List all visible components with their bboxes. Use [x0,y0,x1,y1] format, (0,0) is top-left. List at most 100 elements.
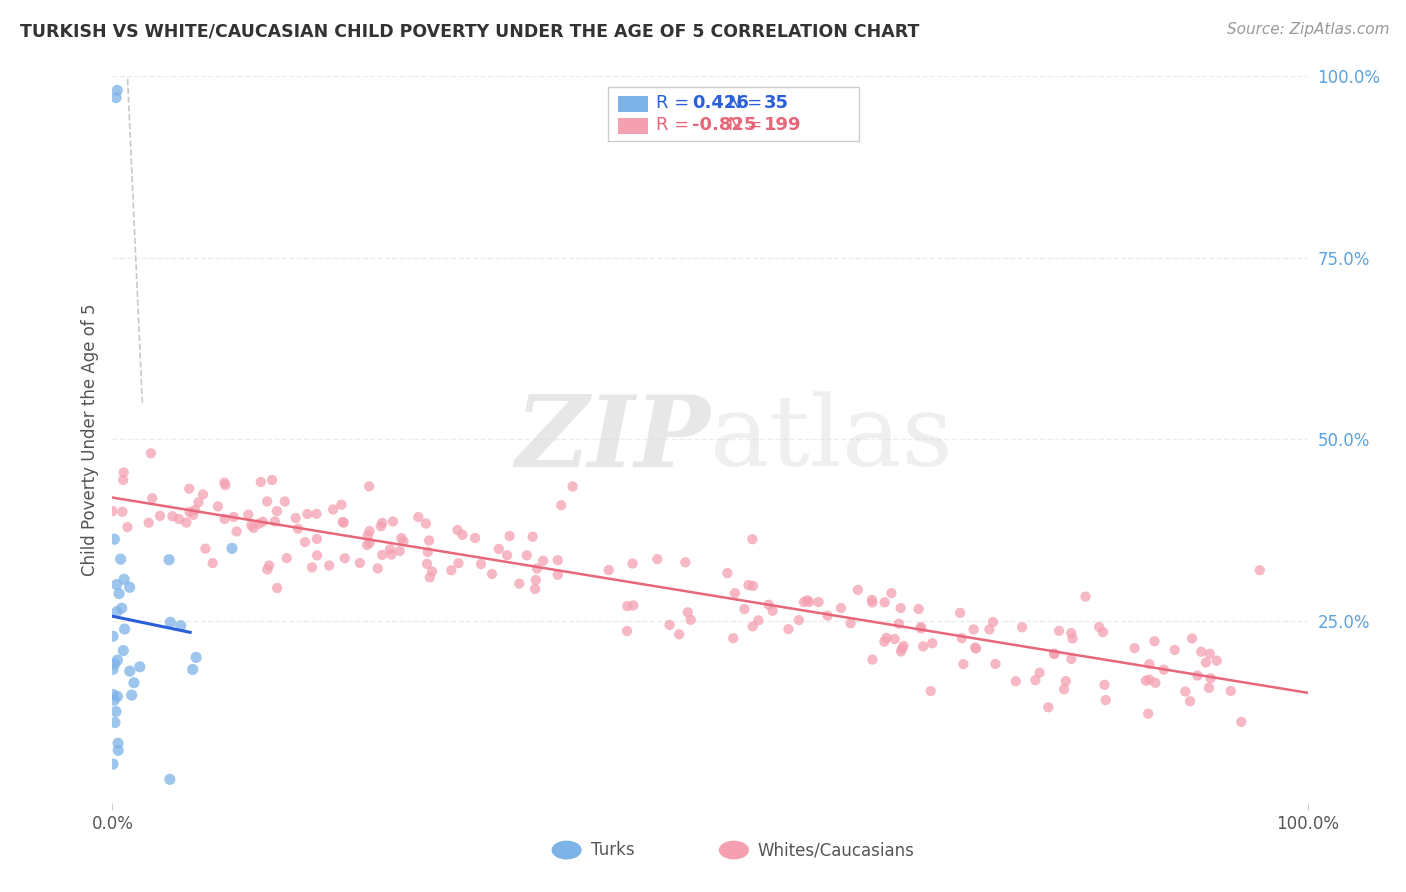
Text: atlas: atlas [710,392,953,487]
Point [214,478,236,492]
Point [284,511,307,525]
Point [118,580,141,594]
Point [862,652,884,666]
Point [159,615,181,630]
Point [451,528,474,542]
Point [616,624,638,638]
Point [1219,684,1241,698]
Point [221,541,243,556]
Point [415,516,437,531]
Point [159,772,181,787]
Point [965,641,987,656]
Point [1137,673,1160,687]
Point [179,482,201,496]
Point [440,563,463,577]
Point [162,509,184,524]
Text: Source: ZipAtlas.com: Source: ZipAtlas.com [1226,22,1389,37]
Text: 35: 35 [763,95,789,112]
Point [225,524,247,539]
Point [266,504,288,518]
Point [846,582,869,597]
Point [890,601,912,615]
Point [122,675,145,690]
Point [796,593,818,607]
Point [516,549,538,563]
Point [668,627,690,641]
Point [673,555,696,569]
Point [420,565,443,579]
Point [138,516,160,530]
Point [214,512,236,526]
Text: TURKISH VS WHITE/CAUCASIAN CHILD POVERTY UNDER THE AGE OF 5 CORRELATION CHART: TURKISH VS WHITE/CAUCASIAN CHILD POVERTY… [20,22,920,40]
Point [979,623,1001,637]
Point [332,515,354,529]
Point [860,595,883,609]
Point [367,561,389,575]
Point [873,595,896,609]
Point [1144,676,1167,690]
Point [949,606,972,620]
FancyBboxPatch shape [609,87,859,141]
Point [962,623,984,637]
Point [186,650,208,665]
Point [1060,626,1083,640]
Point [240,518,263,533]
Point [839,616,862,631]
Point [742,579,765,593]
Text: Turks: Turks [591,841,634,859]
Point [561,479,583,493]
Point [370,519,392,533]
Point [181,662,204,676]
Point [737,578,759,592]
Point [333,551,356,566]
Point [920,684,942,698]
Point [1011,620,1033,634]
Point [762,604,785,618]
Point [250,475,273,489]
Point [1163,643,1185,657]
Point [332,516,354,530]
Point [287,522,309,536]
Point [778,622,800,636]
Point [799,595,821,609]
Point [257,558,280,573]
Point [470,557,492,571]
Circle shape [720,841,748,859]
Point [950,631,973,645]
Point [1189,645,1212,659]
Point [101,757,124,772]
Point [242,521,264,535]
Point [105,83,128,97]
Point [464,531,486,545]
Point [787,613,810,627]
Point [488,541,510,556]
Point [114,622,136,636]
Point [349,556,371,570]
Point [1043,647,1066,661]
Point [1091,625,1114,640]
Point [103,533,125,547]
Point [860,592,883,607]
Point [252,515,274,529]
Point [616,599,638,613]
Point [419,570,441,584]
Point [1199,671,1222,685]
Point [247,516,270,531]
Point [658,618,681,632]
Point [378,542,401,557]
Point [101,629,124,643]
Point [117,520,139,534]
Point [256,494,278,508]
Point [1043,647,1066,661]
Point [550,498,572,512]
Point [1198,647,1220,661]
Point [741,532,763,546]
Y-axis label: Child Poverty Under the Age of 5: Child Poverty Under the Age of 5 [80,303,98,575]
Text: N =: N = [728,116,768,135]
Point [647,552,669,566]
Point [276,551,298,566]
Point [1249,563,1271,577]
Point [262,473,284,487]
Point [1054,674,1077,689]
Point [194,541,217,556]
